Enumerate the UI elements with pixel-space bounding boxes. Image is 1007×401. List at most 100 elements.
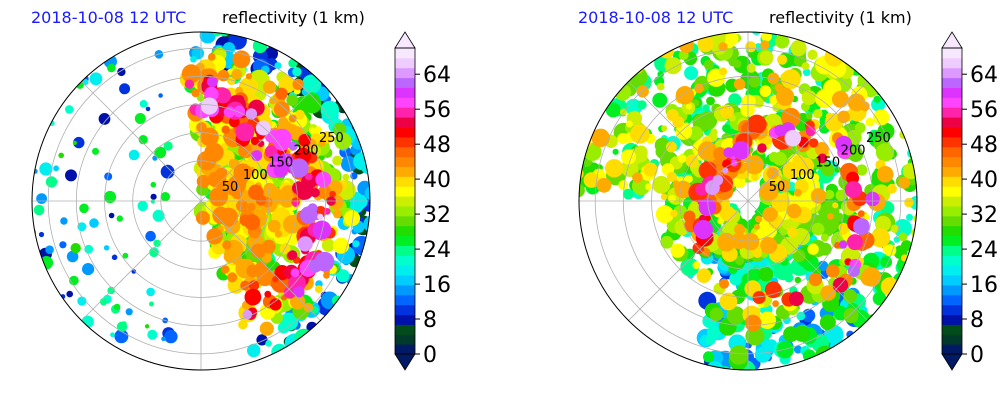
radial-tick-label: 200: [841, 143, 866, 158]
colorbar-segment: [395, 136, 415, 148]
polar-grid: [579, 32, 917, 370]
colorbar-segment: [395, 166, 415, 177]
colorbar-segment: [942, 117, 962, 128]
azimuth-line: [747, 200, 868, 321]
colorbar-segment: [942, 245, 962, 256]
colorbar-segment: [395, 107, 415, 118]
colorbar-segment: [395, 87, 415, 98]
field-label: reflectivity (1 km): [222, 8, 365, 27]
colorbar-segment: [942, 344, 962, 355]
reflectivity-field: [579, 32, 917, 370]
colorbar-segment: [395, 196, 415, 207]
colorbar-tick-label: 0: [970, 343, 984, 368]
colorbar-tick-label: 40: [423, 168, 451, 193]
colorbar-tick-label: 56: [970, 98, 998, 123]
colorbar-segment: [942, 57, 962, 69]
colorbar-segment: [395, 77, 415, 88]
colorbar-segment: [395, 215, 415, 227]
colorbar-segment: [395, 334, 415, 345]
colorbar-segment: [942, 205, 962, 217]
colorbar-segment: [942, 304, 962, 316]
colorbar-tick-label: 16: [423, 273, 451, 298]
colorbar: 0 8 16 24 32 40 48 56 64: [394, 31, 451, 371]
colorbar-extend-top: [941, 31, 963, 49]
azimuth-line: [628, 200, 749, 321]
colorbar-segment: [395, 57, 415, 69]
colorbar-segment: [942, 146, 962, 158]
colorbar-segment: [395, 225, 415, 237]
colorbar-segment: [942, 48, 962, 59]
colorbar-segment: [942, 215, 962, 227]
colorbar-segment: [395, 67, 415, 79]
colorbar-segment: [395, 304, 415, 316]
colorbar-segment: [395, 275, 415, 286]
radial-tick-label: 250: [319, 131, 344, 146]
colorbar-segment: [942, 97, 962, 108]
colorbar-segment: [395, 186, 415, 197]
reflectivity-field: [32, 32, 370, 367]
colorbar-segment: [942, 67, 962, 79]
colorbar-segment: [395, 255, 415, 266]
colorbar-segment: [395, 176, 415, 187]
radial-tick-label: 200: [294, 143, 319, 158]
colorbar-extend-top: [394, 31, 416, 49]
colorbar-tick-label: 64: [970, 63, 998, 88]
azimuth-line: [200, 200, 321, 321]
colorbar-segment: [942, 166, 962, 177]
field-label: reflectivity (1 km): [769, 8, 912, 27]
colorbar-segment: [942, 334, 962, 345]
radial-tick-label: 50: [769, 180, 786, 195]
polar-grid: [32, 32, 370, 370]
colorbar-segment: [942, 196, 962, 207]
colorbar-segment: [395, 156, 415, 167]
colorbar: 0 8 16 24 32 40 48 56 64: [941, 31, 998, 371]
colorbar-tick-label: 48: [423, 133, 451, 158]
colorbar-segment: [942, 314, 962, 325]
colorbar-segment: [942, 107, 962, 118]
azimuth-line: [628, 81, 749, 202]
colorbar-segment: [395, 117, 415, 128]
colorbar-tick-label: 40: [970, 168, 998, 193]
colorbar-extend-bottom: [941, 353, 963, 371]
colorbar-segment: [942, 186, 962, 197]
colorbar-segment: [942, 136, 962, 148]
colorbar-segment: [942, 275, 962, 286]
chart-panel-right: 2018-10-08 12 UTC reflectivity (1 km) 50…: [547, 0, 1007, 401]
colorbar-segment: [942, 77, 962, 88]
azimuth-line: [81, 200, 202, 321]
colorbar-frame: [394, 47, 416, 355]
colorbar-tick-label: 48: [970, 133, 998, 158]
colorbar-segment: [942, 87, 962, 98]
colorbar-segment: [942, 235, 962, 246]
azimuth-line: [200, 81, 321, 202]
time-label: 2018-10-08 12 UTC: [31, 8, 187, 27]
colorbar-tick-label: 16: [970, 273, 998, 298]
time-label: 2018-10-08 12 UTC: [578, 8, 734, 27]
radial-tick-label: 150: [815, 156, 840, 171]
colorbar-segment: [395, 245, 415, 256]
chart-panel-left: 2018-10-08 12 UTC reflectivity (1 km) 50…: [0, 0, 500, 401]
colorbar-segment: [942, 126, 962, 138]
radial-tick-label: 50: [222, 180, 239, 195]
colorbar-tick-label: 24: [970, 238, 998, 263]
plot-boundary: [31, 31, 371, 371]
colorbar-segment: [942, 294, 962, 306]
colorbar-segment: [395, 146, 415, 158]
colorbar-tick-label: 56: [423, 98, 451, 123]
colorbar-tick-label: 8: [423, 308, 437, 333]
colorbar-segment: [942, 225, 962, 237]
colorbar-segment: [942, 265, 962, 276]
colorbar-segment: [395, 344, 415, 355]
colorbar-segment: [395, 48, 415, 59]
colorbar-segment: [942, 324, 962, 335]
azimuth-line: [747, 81, 868, 202]
colorbar-segment: [395, 265, 415, 276]
plot-boundary: [578, 31, 918, 371]
colorbar-tick-label: 24: [423, 238, 451, 263]
colorbar-tick-label: 0: [423, 343, 437, 368]
colorbar-segment: [942, 156, 962, 167]
colorbar-tick-label: 64: [423, 63, 451, 88]
colorbar-tick-label: 32: [970, 203, 998, 228]
